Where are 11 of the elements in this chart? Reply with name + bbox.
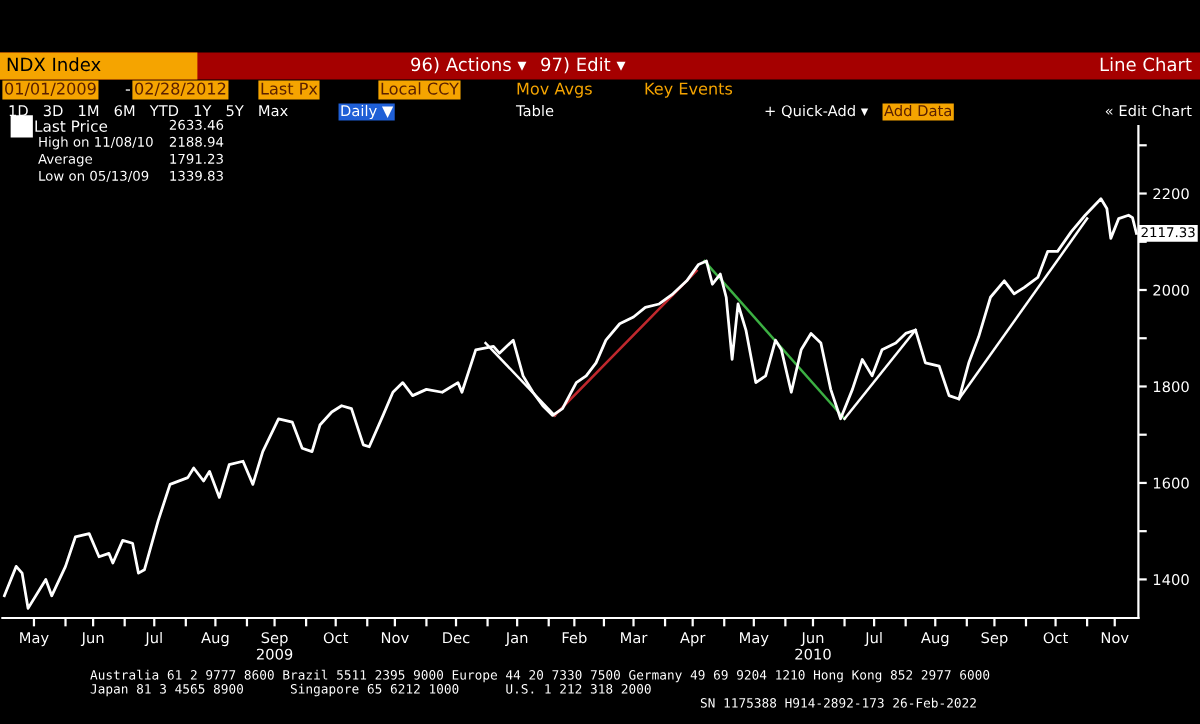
text: 01/01/2009 [5,82,96,96]
text: Last Px [261,82,318,95]
text: - [125,89,131,91]
text: Local CCY [381,82,459,95]
chart-subtitle: Line Chart [1100,57,1192,72]
text: Key Events [645,82,733,98]
text: 02/28/2012 [135,82,226,96]
text: Mov Avgs [517,82,592,98]
chart-title: NDX Index [7,57,101,72]
text: 96) Actions ▾ [411,57,527,74]
text: 97) Edit ▾ [541,57,626,74]
